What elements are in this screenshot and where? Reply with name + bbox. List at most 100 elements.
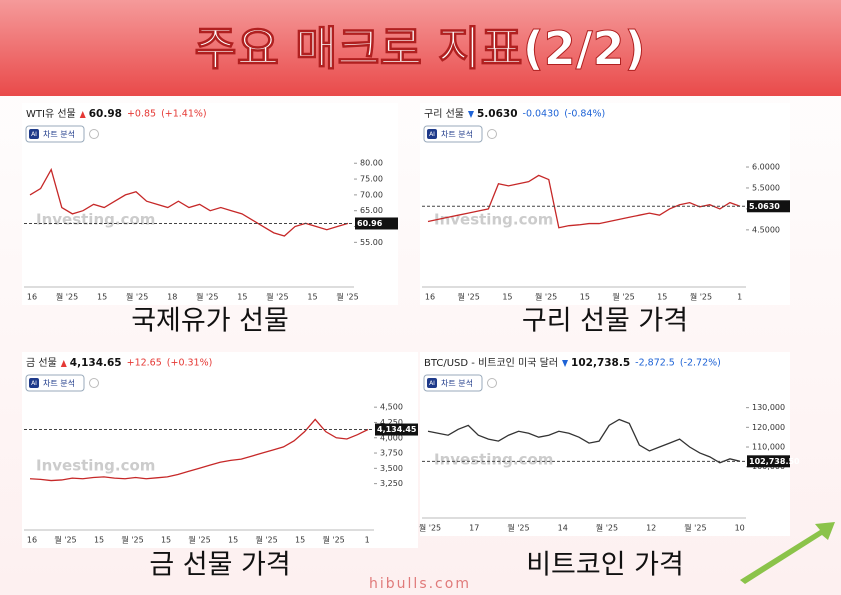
price: 4,134.65 xyxy=(70,357,122,369)
x-tick-label: 월 '25 xyxy=(322,535,344,545)
last-tag: 5.0630 xyxy=(749,202,780,211)
button-label: 차트 분석 xyxy=(43,378,75,388)
x-tick-label: 15 xyxy=(502,293,512,302)
change-pct: (-0.84%) xyxy=(564,109,605,120)
last-tag-bg xyxy=(355,217,398,230)
x-tick-label: 월 '25 xyxy=(196,292,218,302)
y-tick-label: 120,000 xyxy=(752,423,785,432)
panel xyxy=(22,103,398,305)
button-label: 차트 분석 xyxy=(43,129,75,139)
watermark: Investing.com xyxy=(434,451,553,469)
info-icon xyxy=(487,378,497,388)
y-tick-label: 4.5000 xyxy=(752,225,780,234)
x-tick-label: 16 xyxy=(27,293,37,302)
badge-bg xyxy=(29,378,39,388)
arrow-icon xyxy=(740,522,835,584)
footer: hibulls.com xyxy=(369,576,471,592)
x-tick-label: 월 '25 xyxy=(690,292,712,302)
x-tick-label: 18 xyxy=(167,293,177,302)
watermark: Investing.com xyxy=(36,211,155,229)
banner xyxy=(0,0,841,96)
y-tick-label: 130,000 xyxy=(752,403,785,412)
direction-icon xyxy=(60,360,67,367)
last-tag-bg xyxy=(375,423,418,436)
watermark: Investing.com xyxy=(36,457,155,475)
x-tick-label: 16 xyxy=(425,293,435,302)
y-tick-label: 55.00 xyxy=(360,238,383,247)
last-tag: 4,134.45 xyxy=(377,425,417,434)
x-tick-label: 15 xyxy=(657,293,667,302)
y-tick-label: 4,000 xyxy=(380,433,403,442)
last-tag: 102,738.50 xyxy=(749,457,800,466)
change: -0.0430 xyxy=(523,109,560,120)
y-tick-label: 6.0000 xyxy=(752,163,780,172)
instrument: 구리 선물 xyxy=(424,108,464,120)
direction-icon xyxy=(562,360,569,367)
x-tick-label: 월 '25 xyxy=(458,292,480,302)
x-tick-label: 15 xyxy=(161,536,171,545)
x-tick-label: 15 xyxy=(97,293,107,302)
caption: 구리 선물 가격 xyxy=(522,306,688,337)
y-tick-label: 5.5000 xyxy=(752,183,780,192)
change-pct: (+1.41%) xyxy=(161,109,207,120)
caption: 금 선물 가격 xyxy=(149,550,290,581)
price-line xyxy=(29,167,349,237)
direction-icon xyxy=(79,111,86,118)
y-tick-label: 65.00 xyxy=(360,206,383,215)
x-tick-label: 월 '25 xyxy=(535,292,557,302)
price: 60.98 xyxy=(89,108,122,120)
x-tick-label: 15 xyxy=(237,293,247,302)
badge: AI xyxy=(429,131,435,138)
price: 5.0630 xyxy=(477,108,518,120)
price: 102,738.5 xyxy=(571,357,630,369)
x-tick-label: 16 xyxy=(27,536,37,545)
x-tick-label: 1 xyxy=(737,293,742,302)
instrument: BTC/USD - 비트코인 미국 달러 xyxy=(424,357,558,369)
caption: 국제유가 선물 xyxy=(131,306,289,337)
badge-bg xyxy=(29,129,39,139)
x-tick-label: 15 xyxy=(94,536,104,545)
last-tag: 60.96 xyxy=(357,219,383,228)
x-tick-label: 15 xyxy=(228,536,238,545)
x-tick-label: 월 '25 xyxy=(684,523,706,533)
y-tick-label: 3,750 xyxy=(380,449,403,458)
ai-button[interactable] xyxy=(423,374,483,392)
instrument: 금 선물 xyxy=(26,357,57,369)
y-tick-label: 4,250 xyxy=(380,418,403,427)
ai-button[interactable] xyxy=(25,374,85,392)
y-tick-label: 3,500 xyxy=(380,464,403,473)
x-tick-label: 월 '25 xyxy=(336,292,358,302)
y-tick-label: 80.00 xyxy=(360,159,383,168)
last-tag-bg xyxy=(747,455,790,468)
info-icon xyxy=(89,378,99,388)
y-tick-label: 4,500 xyxy=(380,403,403,412)
panel xyxy=(22,352,418,548)
price-line xyxy=(29,418,369,482)
badge-bg xyxy=(427,378,437,388)
price-line xyxy=(427,174,741,229)
x-tick-label: 월 '25 xyxy=(121,535,143,545)
x-tick-label: 15 xyxy=(580,293,590,302)
x-tick-label: 10 xyxy=(735,524,745,533)
x-tick-label: 월 '25 xyxy=(266,292,288,302)
x-tick-label: 월 '25 xyxy=(612,292,634,302)
y-tick-label: 110,000 xyxy=(752,443,785,452)
ai-button[interactable] xyxy=(423,125,483,143)
last-tag-bg xyxy=(747,200,790,213)
badge: AI xyxy=(31,380,37,387)
change: +0.85 xyxy=(127,109,156,120)
x-tick-label: 15 xyxy=(307,293,317,302)
x-tick-label: 월 '25 xyxy=(188,535,210,545)
change-pct: (+0.31%) xyxy=(167,358,213,369)
ai-button[interactable] xyxy=(25,125,85,143)
x-tick-label: 월 '25 xyxy=(596,523,618,533)
x-tick-label: 12 xyxy=(646,524,656,533)
instrument: WTI유 선물 xyxy=(26,108,76,120)
y-tick-label: 3,250 xyxy=(380,479,403,488)
x-tick-label: 월 '25 xyxy=(419,523,441,533)
button-label: 차트 분석 xyxy=(441,129,473,139)
change-pct: (-2.72%) xyxy=(680,358,721,369)
badge: AI xyxy=(31,131,37,138)
